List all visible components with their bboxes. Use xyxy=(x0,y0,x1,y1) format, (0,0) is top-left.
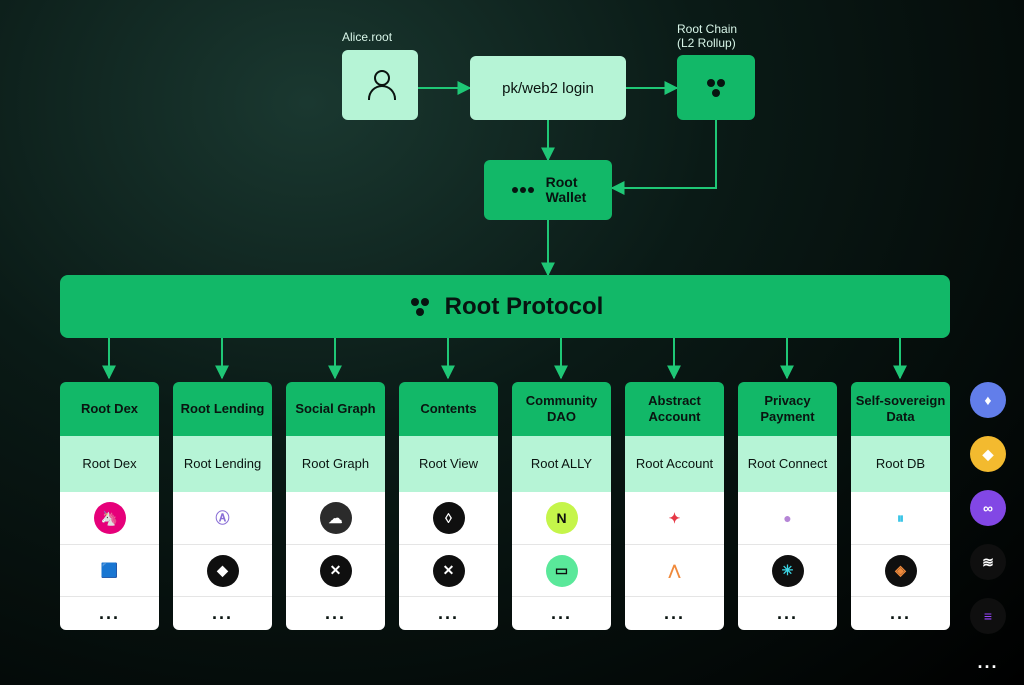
column-icons: ● ✳... xyxy=(738,492,837,630)
edge-chain-wallet xyxy=(612,120,716,188)
ellipsis: ... xyxy=(399,596,498,630)
aave-icon: Ⓐ xyxy=(207,502,239,534)
x-icon-1: ✕ xyxy=(320,555,352,587)
column-subheader: Root Connect xyxy=(738,436,837,492)
icon-cell: ● xyxy=(738,492,837,544)
ellipsis: ... xyxy=(512,596,611,630)
icon-cell: ☁ xyxy=(286,492,385,544)
column-subheader: Root Account xyxy=(625,436,724,492)
data-icon: ⏸ xyxy=(885,502,917,534)
lines-icon: ≋ xyxy=(970,544,1006,580)
star-red-icon: ✦ xyxy=(659,502,691,534)
column-subheader: Root Graph xyxy=(286,436,385,492)
column-icons: ✦ ⋀... xyxy=(625,492,724,630)
card-icon: ▭ xyxy=(546,555,578,587)
icon-cell: ◈ xyxy=(851,544,950,596)
column-icons: 🦄 🟦... xyxy=(60,492,159,630)
column-0: Root DexRoot Dex 🦄 🟦... xyxy=(60,382,159,630)
column-header: Social Graph xyxy=(286,382,385,436)
icon-cell: ◆ xyxy=(173,544,272,596)
column-subheader: Root DB xyxy=(851,436,950,492)
column-header: Community DAO xyxy=(512,382,611,436)
curve-icon: 🟦 xyxy=(94,555,126,587)
ellipsis: ... xyxy=(286,596,385,630)
root-logo-icon xyxy=(510,187,536,193)
icon-cell: ✦ xyxy=(625,492,724,544)
column-icons: ⏸ ◈... xyxy=(851,492,950,630)
spark-icon: ✳ xyxy=(772,555,804,587)
icon-cell: ✕ xyxy=(399,544,498,596)
column-icons: ☁ ✕... xyxy=(286,492,385,630)
ellipsis: ... xyxy=(738,596,837,630)
column-icons: ◊ ✕... xyxy=(399,492,498,630)
icon-cell: 🦄 xyxy=(60,492,159,544)
compound-icon: ◆ xyxy=(207,555,239,587)
solana-icon: ≡ xyxy=(970,598,1006,634)
ellipsis: ... xyxy=(970,652,1006,673)
ellipsis: ... xyxy=(173,596,272,630)
ellipsis: ... xyxy=(625,596,724,630)
login-label: pk/web2 login xyxy=(502,80,594,97)
column-subheader: Root Lending xyxy=(173,436,272,492)
x-icon-2: ✕ xyxy=(433,555,465,587)
icon-cell: ⏸ xyxy=(851,492,950,544)
column-3: ContentsRoot View ◊ ✕... xyxy=(399,382,498,630)
columns-row: Root DexRoot Dex🦄🟦...Root LendingRoot Le… xyxy=(60,382,950,630)
column-2: Social GraphRoot Graph ☁ ✕... xyxy=(286,382,385,630)
content-icon: ◊ xyxy=(433,502,465,534)
account-icon: ⋀ xyxy=(659,555,691,587)
wallet-box: RootWallet xyxy=(484,160,612,220)
root-logo-icon xyxy=(703,79,729,97)
protocol-bar: Root Protocol xyxy=(60,275,950,338)
diamond-icon: ◈ xyxy=(885,555,917,587)
polygon-icon: ∞ xyxy=(970,490,1006,526)
column-subheader: Root Dex xyxy=(60,436,159,492)
user-icon xyxy=(365,70,395,100)
column-icons: Ⓐ ◆... xyxy=(173,492,272,630)
column-header: Contents xyxy=(399,382,498,436)
icon-cell: ⋀ xyxy=(625,544,724,596)
column-header: Self-sovereign Data xyxy=(851,382,950,436)
nouns-icon: N xyxy=(546,502,578,534)
ellipsis: ... xyxy=(851,596,950,630)
column-header: Abstract Account xyxy=(625,382,724,436)
ethereum-icon: ♦ xyxy=(970,382,1006,418)
column-header: Root Lending xyxy=(173,382,272,436)
wallet-label: RootWallet xyxy=(546,175,587,206)
icon-cell: ✕ xyxy=(286,544,385,596)
chain-label: Root Chain(L2 Rollup) xyxy=(677,22,737,51)
alice-label: Alice.root xyxy=(342,30,392,44)
column-icons: N ▭... xyxy=(512,492,611,630)
icon-cell: ◊ xyxy=(399,492,498,544)
column-subheader: Root View xyxy=(399,436,498,492)
icon-cell: Ⓐ xyxy=(173,492,272,544)
column-header: Privacy Payment xyxy=(738,382,837,436)
chain-box xyxy=(677,55,755,120)
cloud-icon: ☁ xyxy=(320,502,352,534)
column-6: Privacy PaymentRoot Connect ● ✳... xyxy=(738,382,837,630)
icon-cell: 🟦 xyxy=(60,544,159,596)
alice-box xyxy=(342,50,418,120)
column-4: Community DAORoot ALLY N ▭... xyxy=(512,382,611,630)
bnb-icon: ◆ xyxy=(970,436,1006,472)
ellipsis: ... xyxy=(60,596,159,630)
column-1: Root LendingRoot Lending Ⓐ ◆... xyxy=(173,382,272,630)
column-header: Root Dex xyxy=(60,382,159,436)
column-5: Abstract AccountRoot Account ✦ ⋀... xyxy=(625,382,724,630)
login-box: pk/web2 login xyxy=(470,56,626,120)
uniswap-icon: 🦄 xyxy=(94,502,126,534)
root-logo-icon xyxy=(407,298,433,316)
onion-icon: ● xyxy=(772,502,804,534)
protocol-label: Root Protocol xyxy=(445,293,604,321)
icon-cell: ✳ xyxy=(738,544,837,596)
column-subheader: Root ALLY xyxy=(512,436,611,492)
icon-cell: ▭ xyxy=(512,544,611,596)
side-chain-icons: ♦ ◆ ∞ ≋ ≡... xyxy=(970,382,1006,673)
icon-cell: N xyxy=(512,492,611,544)
column-7: Self-sovereign DataRoot DB ⏸ ◈... xyxy=(851,382,950,630)
